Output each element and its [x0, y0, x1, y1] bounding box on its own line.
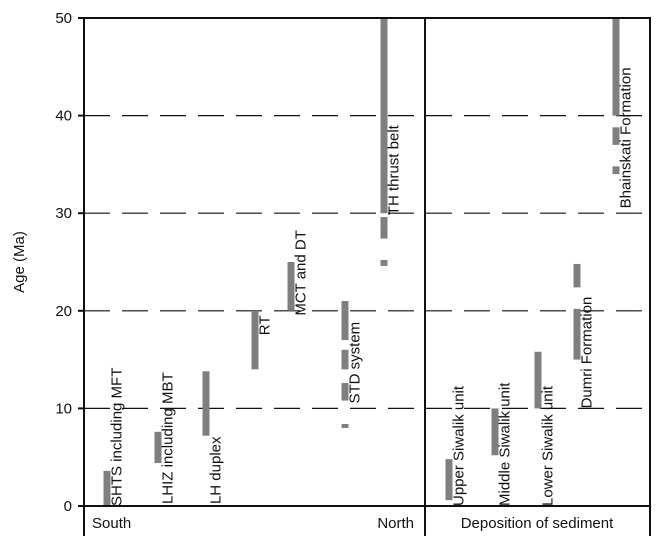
range-bar: [573, 308, 581, 360]
bar-label: MCT and DT: [293, 230, 310, 316]
grid-lines: [84, 114, 650, 409]
x-end-label: North: [377, 515, 414, 532]
range-bar: [534, 351, 542, 409]
bar-label: RT: [257, 315, 274, 335]
bar-label: Dumri Formation: [579, 297, 596, 409]
y-tick-label: 20: [55, 303, 72, 320]
bar-label: LHIZ including MBT: [160, 372, 177, 504]
range-bar: [154, 431, 162, 464]
bar-label: Lower Siwalik unit: [540, 385, 557, 506]
range-bar: [287, 262, 295, 311]
range-bar: [341, 383, 349, 401]
range-bar: [445, 459, 453, 501]
y-tick-label: 50: [55, 10, 72, 27]
range-bar: [103, 470, 111, 506]
range-bar: [573, 263, 581, 288]
range-bar: [341, 349, 349, 370]
range-bar: [612, 127, 620, 145]
bar-labels: SHTS including MFT LHIZ including MBT LH d…: [109, 67, 635, 506]
plot-frame: [83, 17, 651, 507]
range-bar: [202, 371, 210, 436]
range-bar: [380, 260, 388, 266]
y-tick-label: 30: [55, 205, 72, 222]
bar-label: Middle Siwalik unit: [497, 382, 514, 506]
x-start-label: South: [92, 515, 131, 532]
bar-label: Bhainskati Formation: [618, 67, 635, 208]
range-bar: [251, 310, 259, 370]
range-bar: [341, 301, 349, 341]
range-bar: [491, 408, 499, 456]
range-bars: [103, 18, 620, 506]
range-bar: [380, 217, 388, 239]
axes: [83, 17, 651, 536]
bar-label: TH thrust belt: [386, 124, 403, 215]
y-axis-label: Age (Ma): [11, 231, 28, 293]
y-tick-label: 0: [64, 498, 72, 515]
range-bar: [380, 18, 388, 214]
deposition-footer-label: Deposition of sediment: [461, 515, 614, 532]
bar-label: STD system: [347, 322, 364, 404]
bar-label: SHTS including MFT: [109, 368, 126, 506]
y-axis-ticks: 0 10 20 30 40 50: [55, 10, 84, 515]
bar-label: Upper Siwalik unit: [451, 385, 468, 506]
range-bar: [612, 18, 620, 116]
y-tick-label: 40: [55, 108, 72, 125]
range-bar: [341, 424, 349, 428]
y-tick-label: 10: [55, 400, 72, 417]
bar-label: LH duplex: [208, 436, 225, 504]
range-bar: [612, 166, 620, 175]
